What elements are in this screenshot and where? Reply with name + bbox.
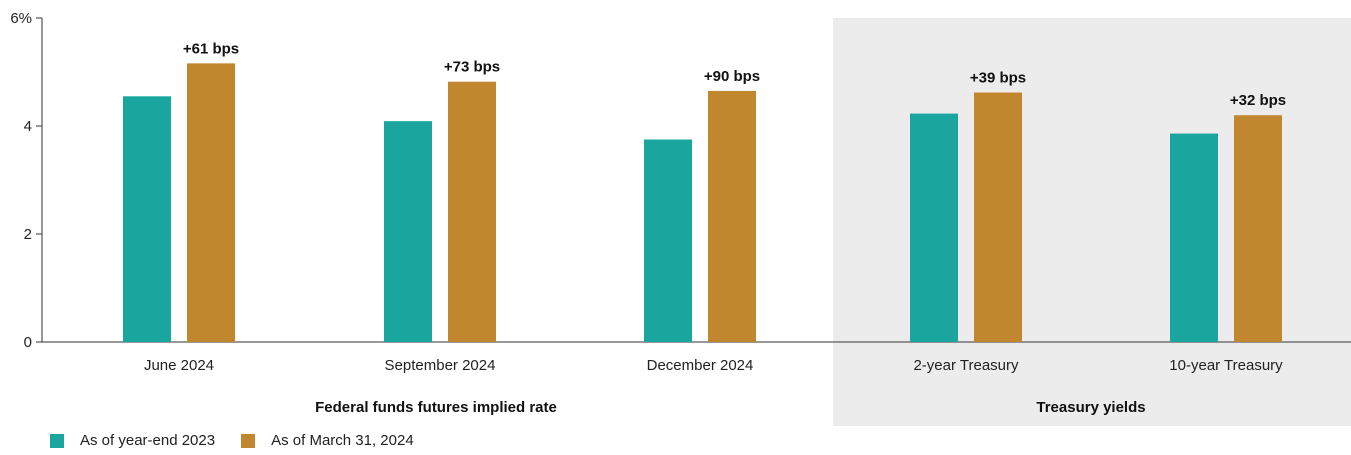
y-tick-label: 2 <box>24 226 32 243</box>
bar-chart: 0 2 4 6% +61 bps June 2024 +73 bps September 20… <box>10 10 1351 426</box>
y-tick-label: 6% <box>10 10 32 27</box>
x-category-label: December 2024 <box>647 357 754 374</box>
bps-change-label: +73 bps <box>444 59 500 76</box>
legend-swatch-gold <box>241 433 256 448</box>
bar-march-2024 <box>974 92 1022 343</box>
x-category-label: June 2024 <box>144 357 214 374</box>
legend-label-year-end-2023: As of year-end 2023 <box>80 432 216 449</box>
y-tick-label: 4 <box>24 118 32 135</box>
bar-year-end-2023 <box>910 113 958 342</box>
legend: As of year-end 2023 As of March 31, 2024 <box>50 432 440 449</box>
group-label: Federal funds futures implied rate <box>315 399 557 416</box>
bar-year-end-2023 <box>384 121 432 342</box>
legend-label-march-2024: As of March 31, 2024 <box>271 432 414 449</box>
bar-year-end-2023 <box>123 96 171 342</box>
bps-change-label: +32 bps <box>1230 92 1286 109</box>
bps-change-label: +90 bps <box>704 68 760 85</box>
bar-march-2024 <box>708 90 756 343</box>
bps-change-label: +39 bps <box>970 70 1026 87</box>
bar-year-end-2023 <box>1170 133 1218 342</box>
bar-year-end-2023 <box>644 139 692 342</box>
bar-march-2024 <box>187 63 235 343</box>
bps-change-label: +61 bps <box>183 40 239 57</box>
legend-item-march-2024: As of March 31, 2024 <box>241 432 414 449</box>
x-category-label: 2-year Treasury <box>913 357 1019 374</box>
legend-item-year-end-2023: As of year-end 2023 <box>50 432 215 449</box>
x-category-label: September 2024 <box>385 357 496 374</box>
bar-march-2024 <box>1234 115 1282 342</box>
bar-march-2024 <box>448 81 496 342</box>
group-label: Treasury yields <box>1036 399 1145 416</box>
x-category-label: 10-year Treasury <box>1169 357 1283 374</box>
legend-swatch-teal <box>50 433 64 448</box>
y-tick-label: 0 <box>24 334 32 351</box>
